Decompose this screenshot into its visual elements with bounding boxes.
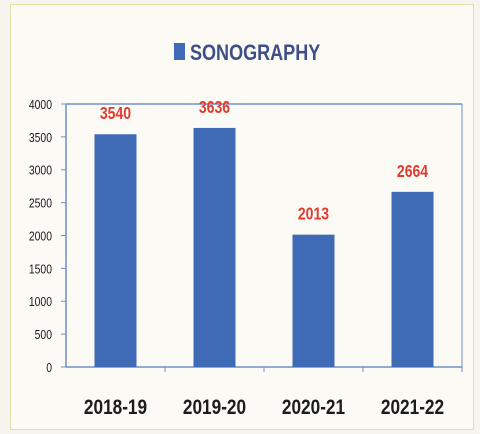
legend-swatch — [174, 43, 185, 60]
y-tick-label: 3500 — [29, 131, 53, 145]
legend-label: SONOGRAPHY — [190, 41, 321, 65]
data-label: 2013 — [298, 204, 329, 224]
bar — [292, 234, 335, 367]
x-tick-label: 2019-20 — [183, 397, 246, 420]
data-label: 3636 — [199, 97, 230, 117]
x-tick-label: 2018-19 — [84, 397, 147, 420]
x-tick-label: 2021-22 — [381, 397, 444, 420]
data-label: 2664 — [397, 161, 428, 181]
y-tick-label: 2500 — [29, 197, 53, 211]
data-label: 3540 — [100, 104, 131, 124]
y-tick-label: 1000 — [29, 295, 53, 309]
y-tick-label: 1500 — [29, 262, 53, 276]
plot-area: 0 500 1000 1500 2000 2500 3000 3500 4000 3540 2018… — [29, 97, 463, 420]
bar — [391, 191, 434, 367]
y-tick-label: 500 — [35, 328, 53, 342]
bar — [193, 127, 236, 367]
x-tick-label: 2020-21 — [282, 397, 345, 420]
y-tick-label: 2000 — [29, 229, 53, 243]
y-tick-label: 0 — [46, 361, 52, 375]
bar — [94, 134, 137, 367]
y-tick-label: 3000 — [29, 164, 53, 178]
y-tick-label: 4000 — [29, 98, 53, 112]
legend: SONOGRAPHY — [174, 41, 321, 65]
